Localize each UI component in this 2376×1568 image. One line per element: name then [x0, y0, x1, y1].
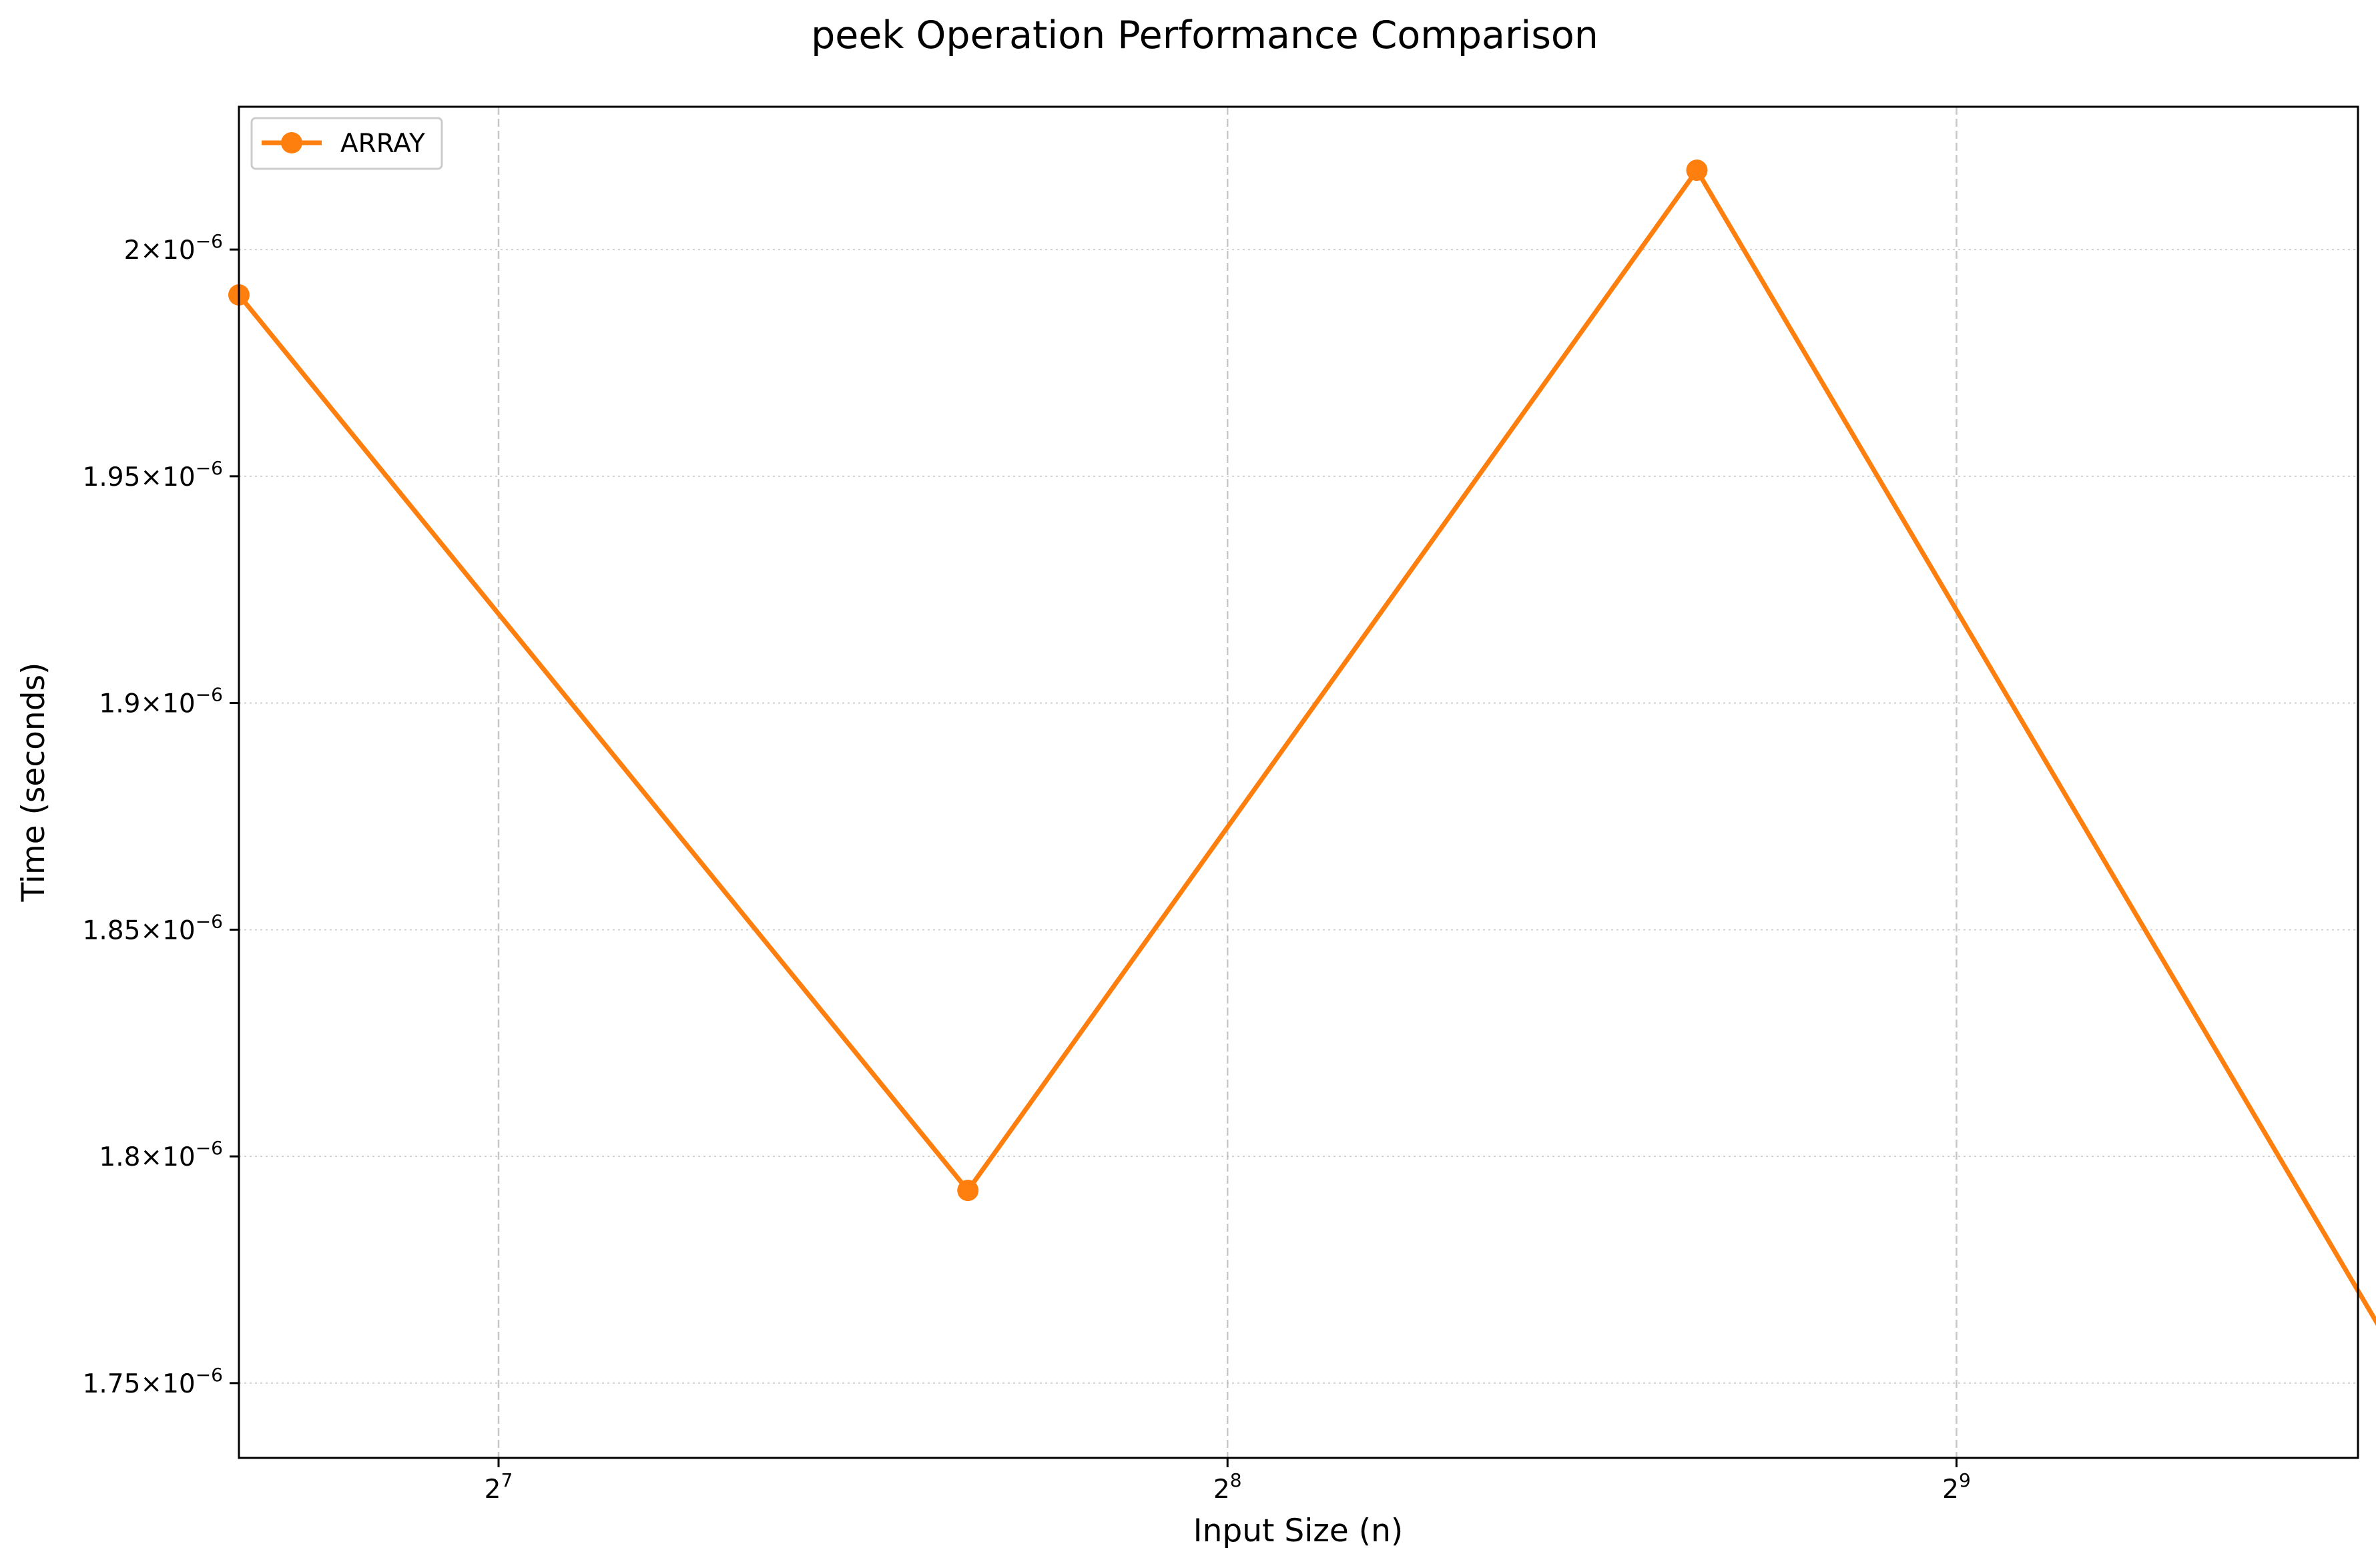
x-axis-ticks: 27 28 29 — [485, 1458, 1971, 1505]
y-tick-label: 2×10−6 — [124, 230, 223, 266]
y-tick-label: 1.8×10−6 — [99, 1137, 223, 1172]
x-tick-label: 28 — [1213, 1469, 1242, 1505]
y-tick-label: 1.95×10−6 — [83, 457, 223, 492]
grid-lines — [239, 107, 2358, 1458]
x-axis-label: Input Size (n) — [1193, 1513, 1404, 1549]
y-tick-label: 1.75×10−6 — [83, 1364, 223, 1399]
data-point-array — [1686, 159, 1708, 181]
legend: ARRAY — [250, 117, 443, 170]
x-tick-label: 29 — [1942, 1469, 1971, 1505]
y-tick-label: 1.85×10−6 — [83, 910, 223, 945]
plot-area-frame — [238, 105, 2359, 1459]
x-tick-label: 27 — [485, 1469, 513, 1505]
legend-marker-sample — [281, 132, 302, 153]
data-point-array — [957, 1180, 979, 1202]
legend-frame — [250, 117, 443, 170]
y-axis-label: Time (seconds) — [15, 663, 52, 903]
y-tick-label: 1.9×10−6 — [99, 684, 223, 719]
series-line-array — [237, 167, 2376, 1326]
legend-label: ARRAY — [340, 129, 425, 159]
chart-title: peek Operation Performance Comparison — [811, 13, 1598, 57]
y-axis-ticks: 1.75×10−6 1.8×10−6 1.85×10−6 1.9×10−6 1.95×1… — [83, 230, 239, 1399]
